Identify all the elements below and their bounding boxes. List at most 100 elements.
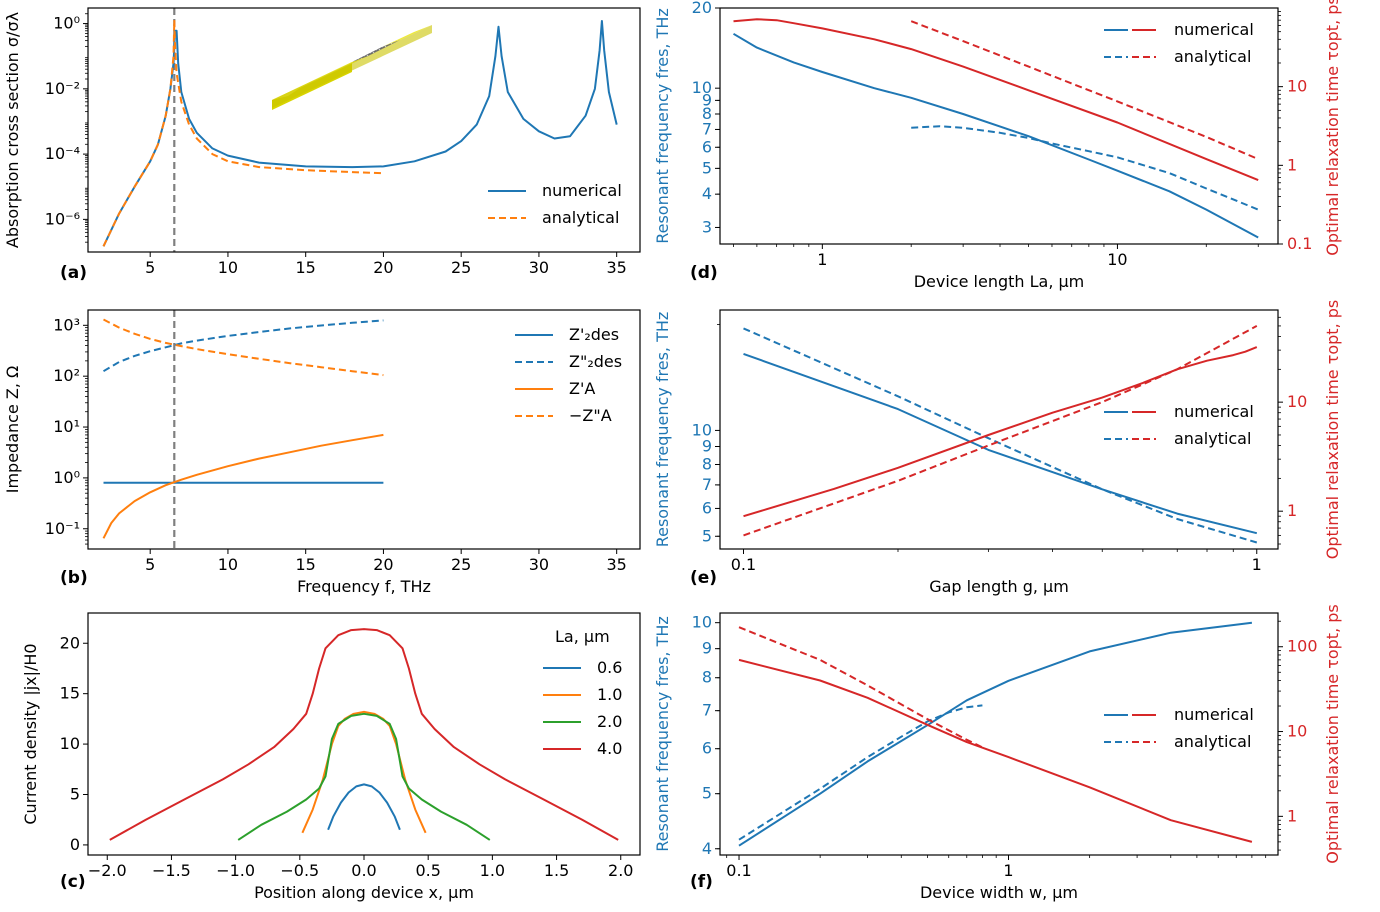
series-line-analytical — [911, 125, 1259, 211]
x-tick-label: 10 — [218, 555, 238, 574]
series-line-2.0 — [237, 712, 491, 841]
series-group — [738, 621, 1253, 847]
x-tick-label: 15 — [296, 258, 316, 277]
y-tick-label: 10 — [692, 613, 712, 632]
device-mesh — [352, 40, 400, 62]
x-tick-label: −1.5 — [152, 861, 191, 880]
series-line-analytical — [738, 626, 983, 749]
legend-label: −Z"A — [569, 406, 612, 425]
y-tick-label: 0 — [70, 835, 80, 854]
x-tick-label: 30 — [529, 258, 549, 277]
y-tick-label: 10 — [692, 78, 712, 97]
series-line-numerical — [738, 621, 1253, 847]
x-tick-label: 5 — [145, 258, 155, 277]
legend: numerical analytical — [488, 181, 622, 227]
y-tick-label: 10 — [60, 734, 80, 753]
y-right-tick-label: 0.1 — [1287, 234, 1312, 253]
y-right-tick-label: 100 — [1287, 637, 1318, 656]
panel-b: 5 10 15 20 25 30 35 10⁻¹ 10⁰ 10¹ 10² 10³ Frequency f… — [3, 309, 641, 596]
y-right-tick-label: 10 — [1287, 77, 1307, 96]
legend: 0.6 1.0 2.0 4.0 — [543, 658, 622, 758]
y-axis-label: Impedance Z, Ω — [3, 366, 22, 494]
legend-label: analytical — [1174, 429, 1251, 448]
x-tick-label: 15 — [296, 555, 316, 574]
plot-frame — [719, 309, 1279, 550]
legend-label: Z'A — [569, 379, 595, 398]
y-tick-label: 10¹ — [53, 417, 80, 436]
legend-label: numerical — [1174, 705, 1254, 724]
panel-label: (a) — [60, 263, 87, 283]
x-tick-label: 10 — [1107, 250, 1127, 269]
x-tick-label: 35 — [606, 555, 626, 574]
series-line-numerical — [738, 658, 1253, 843]
plot-frame — [87, 309, 641, 550]
y-tick-label: 5 — [702, 526, 712, 545]
panel-label: (d) — [690, 263, 718, 283]
x-tick-label: 0.1 — [731, 555, 756, 574]
series-line-4.0 — [109, 628, 619, 841]
y-tick-label: 9 — [702, 639, 712, 658]
x-tick-label: 25 — [451, 258, 471, 277]
y-tick-label: 10³ — [53, 315, 80, 334]
y-tick-label: 10⁰ — [53, 14, 80, 33]
legend: numerical analytical — [1104, 402, 1254, 448]
x-tick-label: 0.0 — [351, 861, 376, 880]
legend-label: 1.0 — [597, 685, 622, 704]
legend: numerical analytical — [1104, 20, 1254, 66]
y-tick-label: 7 — [702, 119, 712, 138]
y-right-tick-label: 1 — [1287, 806, 1297, 825]
series-line-analytical — [910, 20, 1259, 161]
y-tick-label: 7 — [702, 475, 712, 494]
y-tick-label: 7 — [702, 701, 712, 720]
series-line-1.0 — [301, 710, 427, 834]
y-tick-label: 10⁻¹ — [45, 519, 80, 538]
x-tick-label: −1.0 — [216, 861, 255, 880]
y-tick-label: 10⁻² — [45, 79, 80, 98]
x-tick-label: 0.5 — [415, 861, 440, 880]
y-tick-label: 15 — [60, 684, 80, 703]
y-right-tick-label: 10 — [1287, 392, 1307, 411]
y-axis-label: Resonant frequency fres, THz — [653, 616, 672, 852]
legend-label: 2.0 — [597, 712, 622, 731]
x-tick-label: 1 — [1003, 861, 1013, 880]
x-tick-label: 25 — [451, 555, 471, 574]
x-tick-label: 1.5 — [544, 861, 569, 880]
y-tick-label: 3 — [702, 217, 712, 236]
y-tick-label: 10 — [692, 420, 712, 439]
x-tick-label: −0.5 — [280, 861, 319, 880]
legend-label: Z"₂des — [569, 352, 622, 371]
panel-f: 0.1 1 4 5 6 7 8 9 10 1 10 100 Device width w, μm Reso… — [653, 604, 1342, 902]
series-line-numerical — [732, 32, 1259, 239]
y-axis-label: Resonant frequency fres, THz — [653, 312, 672, 548]
y-tick-label: 6 — [702, 498, 712, 517]
panel-label: (e) — [690, 568, 717, 588]
legend-label: numerical — [1174, 20, 1254, 39]
y-tick-label: 5 — [70, 785, 80, 804]
y-tick-label: 5 — [702, 784, 712, 803]
panel-label: (c) — [60, 872, 86, 892]
y-tick-label: 9 — [702, 90, 712, 109]
series-group — [102, 18, 618, 247]
legend-label: analytical — [1174, 47, 1251, 66]
x-tick-label: 1.0 — [480, 861, 505, 880]
x-axis-label: Gap length g, μm — [929, 577, 1069, 596]
y-tick-label: 4 — [702, 184, 712, 203]
plot-frame — [87, 7, 641, 253]
series-line-ZA — [102, 433, 384, 539]
y-tick-label: 4 — [702, 839, 712, 858]
y-tick-label: 20 — [60, 633, 80, 652]
series-group — [102, 318, 384, 539]
legend-label: analytical — [1174, 732, 1251, 751]
series-line-analytical — [743, 327, 1258, 544]
series-line-numerical — [102, 20, 618, 247]
panel-label: (f) — [690, 872, 713, 892]
legend: Z'₂des Z"₂des Z'A −Z"A — [515, 325, 622, 425]
x-tick-label: 10 — [218, 258, 238, 277]
y-right-tick-label: 1 — [1287, 501, 1297, 520]
series-line-analytical — [102, 18, 384, 247]
y-tick-label: 6 — [702, 739, 712, 758]
y-tick-label: 6 — [702, 137, 712, 156]
